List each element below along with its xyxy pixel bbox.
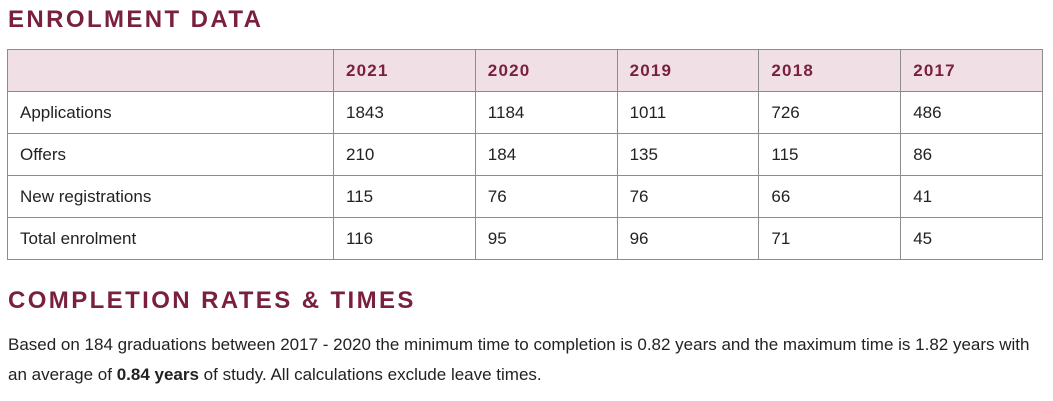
table-cell: 135 xyxy=(616,133,760,176)
completion-rates-heading: COMPLETION RATES & TIMES xyxy=(8,287,416,314)
header-cell-year: 2021 xyxy=(333,49,476,92)
header-cell-year: 2017 xyxy=(900,49,1043,92)
row-label: New registrations xyxy=(7,175,334,218)
table-header-row: 2021 2020 2019 2018 2017 xyxy=(7,49,1043,92)
table-row: Offers 210 184 135 115 86 xyxy=(7,133,1043,176)
enrolment-data-heading: ENROLMENT DATA xyxy=(8,6,264,33)
table-cell: 76 xyxy=(616,175,760,218)
table-cell: 41 xyxy=(900,175,1043,218)
table-cell: 1843 xyxy=(333,91,476,134)
summary-text-end: of study. All calculations exclude leave… xyxy=(198,365,542,384)
header-cell-year: 2019 xyxy=(616,49,760,92)
row-label: Total enrolment xyxy=(7,217,334,260)
table-cell: 95 xyxy=(474,217,618,260)
header-cell-year: 2018 xyxy=(758,49,902,92)
row-label: Applications xyxy=(7,91,334,134)
table-row: Applications 1843 1184 1011 726 486 xyxy=(7,91,1043,134)
table-cell: 726 xyxy=(758,91,902,134)
header-cell-empty xyxy=(7,49,334,92)
header-cell-year: 2020 xyxy=(474,49,618,92)
summary-text-start: Based on 184 graduations between 2017 - … xyxy=(8,335,1030,384)
table-cell: 115 xyxy=(333,175,476,218)
table-cell: 96 xyxy=(616,217,760,260)
table-cell: 66 xyxy=(758,175,902,218)
table-cell: 486 xyxy=(900,91,1043,134)
table-cell: 86 xyxy=(900,133,1043,176)
table-cell: 184 xyxy=(474,133,618,176)
row-label: Offers xyxy=(7,133,334,176)
table-row: New registrations 115 76 76 66 41 xyxy=(7,175,1043,218)
completion-summary-paragraph: Based on 184 graduations between 2017 - … xyxy=(8,330,1043,390)
table-cell: 210 xyxy=(333,133,476,176)
table-row: Total enrolment 116 95 96 71 45 xyxy=(7,217,1043,260)
table-cell: 115 xyxy=(758,133,902,176)
table-cell: 71 xyxy=(758,217,902,260)
table-cell: 1011 xyxy=(616,91,760,134)
table-cell: 116 xyxy=(333,217,476,260)
table-cell: 45 xyxy=(900,217,1043,260)
table-cell: 76 xyxy=(474,175,618,218)
average-time-emphasis: 0.84 years xyxy=(116,365,199,384)
table-cell: 1184 xyxy=(474,91,618,134)
enrolment-table: 2021 2020 2019 2018 2017 Applications 18… xyxy=(7,49,1043,260)
